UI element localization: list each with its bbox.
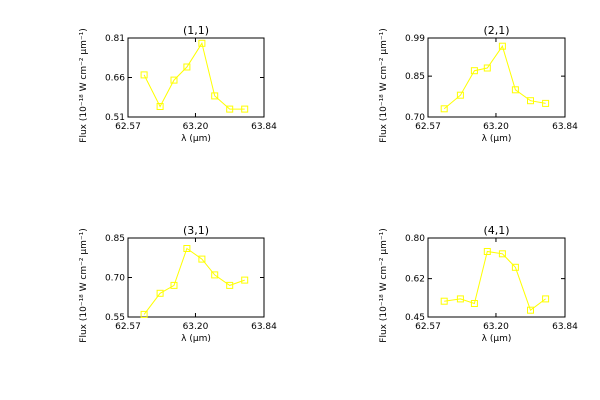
y-tick-label: 0.45 (405, 313, 425, 323)
x-tick-label: 62.57 (115, 122, 141, 132)
data-point-marker (241, 105, 249, 113)
y-tick-label: 0.66 (105, 74, 125, 84)
data-point-marker (198, 255, 206, 263)
y-tick-label: 0.55 (105, 313, 125, 323)
data-point-marker (226, 281, 234, 289)
subplot-4-1: (4,1) 62.57 63.20 63.84 0.45 0.62 0.80 λ (μm) Fl… (379, 224, 578, 344)
subplot-3-1: (3,1) 62.57 63.20 63.84 0.55 0.70 0.85 λ (μm) Fl… (79, 224, 277, 344)
x-tick-label: 63.20 (183, 122, 209, 132)
data-point-marker (198, 39, 206, 47)
y-axis-label: Flux (10⁻¹⁸ W cm⁻² μm⁻¹) (79, 28, 89, 142)
y-tick-label: 0.80 (405, 234, 425, 244)
data-point-marker (170, 281, 178, 289)
y-tick-label: 0.70 (405, 113, 425, 123)
subplot-title: (1,1) (183, 24, 209, 37)
data-point-marker (211, 271, 219, 279)
data-point-marker (241, 276, 249, 284)
data-point-marker (542, 295, 550, 303)
y-tick-label: 0.81 (105, 34, 125, 44)
data-point-marker (498, 42, 506, 50)
plot-frame (427, 37, 566, 118)
data-point-marker (226, 105, 234, 113)
subplot-title: (4,1) (483, 224, 509, 237)
x-tick-label: 62.57 (415, 122, 441, 132)
y-tick-label: 0.51 (105, 113, 125, 123)
data-point-marker (440, 105, 448, 113)
data-point-marker (483, 64, 491, 72)
x-tick-label: 63.84 (552, 122, 578, 132)
data-point-marker (483, 248, 491, 255)
plot-frame (427, 237, 566, 318)
data-point-marker (211, 92, 219, 100)
data-point-marker (456, 91, 464, 99)
x-tick-label: 62.57 (115, 322, 141, 332)
data-point-marker (156, 289, 164, 297)
data-point-marker (156, 103, 164, 110)
x-tick-label: 63.84 (251, 322, 277, 332)
y-tick-label: 0.62 (405, 275, 425, 285)
subplot-grid: (1,1) 62.57 63.20 63.84 0.51 0.66 0.81 λ (μm) Fl… (79, 24, 578, 344)
data-point-marker (498, 250, 506, 258)
x-tick-label: 63.20 (483, 122, 509, 132)
y-axis-label: Flux (10⁻¹⁸ W cm⁻² μm⁻¹) (79, 228, 89, 342)
data-point-marker (440, 297, 448, 305)
data-point-marker (140, 71, 148, 79)
x-axis-label: λ (μm) (482, 334, 512, 344)
x-tick-label: 63.84 (552, 322, 578, 332)
data-point-marker (183, 245, 191, 252)
data-point-marker (170, 76, 178, 84)
subplot-2-1: (2,1) 62.57 63.20 63.84 0.70 0.85 0.99 λ (μm) Fl… (379, 24, 578, 144)
x-tick-label: 62.57 (415, 322, 441, 332)
y-tick-label: 0.99 (405, 34, 425, 44)
data-point-marker (140, 310, 148, 318)
y-tick-label: 0.70 (105, 274, 125, 284)
data-point-marker (511, 86, 519, 94)
x-axis-label: λ (μm) (181, 334, 211, 344)
data-point-marker (527, 97, 534, 105)
data-point-marker (183, 63, 191, 71)
x-tick-label: 63.84 (251, 122, 277, 132)
subplot-title: (3,1) (183, 224, 209, 237)
y-tick-label: 0.85 (405, 72, 425, 82)
x-axis-label: λ (μm) (181, 134, 211, 144)
y-tick-label: 0.85 (105, 234, 125, 244)
data-point-marker (470, 300, 478, 307)
series-line (444, 250, 546, 312)
x-tick-label: 63.20 (183, 322, 209, 332)
subplot-title: (2,1) (483, 24, 509, 37)
data-point-marker (527, 306, 534, 314)
x-axis-label: λ (μm) (482, 134, 512, 144)
data-point-marker (511, 263, 519, 271)
y-axis-label: Flux (10⁻¹⁸ W cm⁻² μm⁻¹) (379, 28, 389, 142)
data-point-marker (456, 295, 464, 303)
data-point-marker (542, 99, 550, 107)
y-axis-label: Flux (10⁻¹⁸ W cm⁻² μm⁻¹) (379, 228, 389, 342)
data-point-marker (470, 67, 478, 75)
x-tick-label: 63.20 (483, 322, 509, 332)
subplot-1-1: (1,1) 62.57 63.20 63.84 0.51 0.66 0.81 λ (μm) Fl… (79, 24, 277, 144)
